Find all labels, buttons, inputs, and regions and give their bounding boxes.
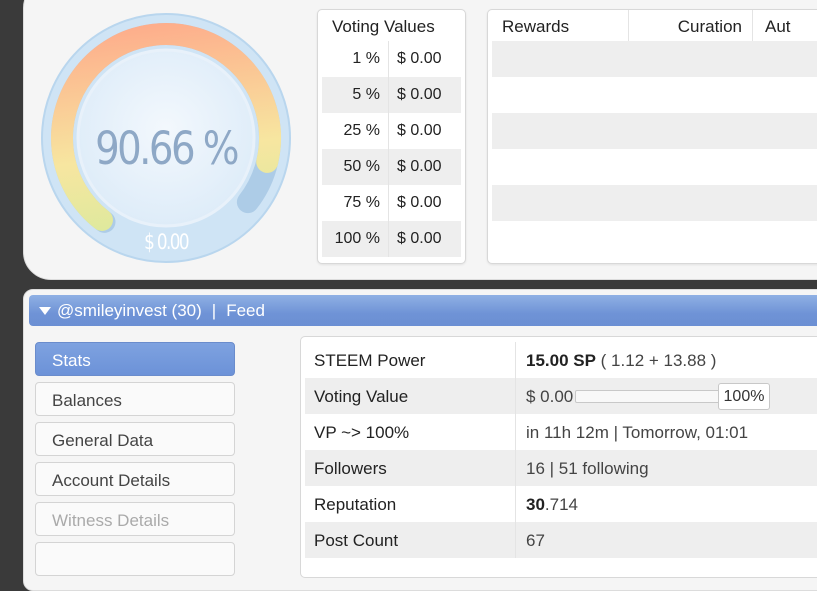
voting-value-row: 100 % $ 0.00 (322, 221, 461, 257)
account-header-bar: @smileyinvest (30) | Feed (29, 295, 817, 326)
stat-value: 67 (526, 531, 545, 550)
rewards-column-header[interactable]: Rewards (492, 10, 629, 41)
rewards-row (492, 221, 817, 257)
stat-label: Reputation (305, 486, 516, 522)
rewards-row (492, 41, 817, 77)
vote-weight-input[interactable]: 100% (718, 383, 770, 410)
vote-percent: 1 % (352, 50, 380, 67)
vote-value: $ 0.00 (388, 221, 461, 257)
stat-label: Post Count (305, 522, 516, 558)
stat-row-followers: Followers 16 | 51 following (305, 450, 817, 486)
voting-value-row: 25 % $ 0.00 (322, 113, 461, 149)
rewards-card: Rewards Curation Aut (487, 9, 817, 264)
voting-values-rows: 1 % $ 0.00 5 % $ 0.00 25 % $ 0.00 50 % $… (318, 41, 465, 257)
vote-percent: 75 % (343, 194, 380, 211)
stat-row-vp: VP ~> 100% in 11h 12m | Tomorrow, 01:01 (305, 414, 817, 450)
stat-row-reputation: Reputation 30.714 (305, 486, 817, 522)
sidebar-item-general-data[interactable]: General Data (35, 422, 235, 456)
voting-value-row: 1 % $ 0.00 (322, 41, 461, 77)
steem-power-amount: 15.00 SP (526, 351, 596, 370)
vote-percent: 50 % (343, 158, 380, 175)
rewards-row (492, 185, 817, 221)
feed-link[interactable]: Feed (226, 300, 265, 320)
gauge-graphic (41, 13, 291, 263)
vote-value: $ 0.00 (388, 149, 461, 185)
stats-sidebar: Stats Balances General Data Account Deta… (31, 336, 241, 576)
caret-down-icon[interactable] (39, 306, 51, 315)
sidebar-item-stats[interactable]: Stats (35, 342, 235, 376)
vote-percent: 100 % (334, 230, 380, 247)
vote-percent: 5 % (352, 86, 380, 103)
rewards-row (492, 149, 817, 185)
sidebar-item-witness-details[interactable]: Witness Details (35, 502, 235, 536)
rewards-row (492, 77, 817, 113)
stat-row-post-count: Post Count 67 (305, 522, 817, 558)
vote-value: $ 0.00 (388, 77, 461, 113)
voting-value-amount: $ 0.00 (526, 387, 574, 406)
reputation-fraction: .714 (544, 495, 579, 514)
vote-value: $ 0.00 (388, 185, 461, 221)
vote-value: $ 0.00 (388, 113, 461, 149)
rewards-header: Rewards Curation Aut (492, 10, 817, 41)
sidebar-item-more[interactable] (35, 542, 235, 576)
stats-table: STEEM Power 15.00 SP ( 1.12 + 13.88 ) Vo… (300, 336, 817, 578)
stat-value: 30.714 (516, 486, 817, 522)
stat-value: in 11h 12m | Tomorrow, 01:01 (526, 423, 749, 442)
vote-value: $ 0.00 (388, 41, 461, 77)
rewards-rows (488, 41, 817, 257)
stat-label: VP ~> 100% (305, 414, 516, 450)
stat-value: $ 0.00 100% (516, 378, 817, 414)
stat-value: 16 | 51 following (526, 459, 649, 478)
stat-label: Voting Value (305, 378, 516, 414)
curation-column-header[interactable]: Curation (629, 10, 753, 41)
voting-value-row: 75 % $ 0.00 (322, 185, 461, 221)
stat-label: Followers (305, 450, 516, 486)
vote-weight-slider[interactable] (575, 390, 720, 403)
sidebar-item-balances[interactable]: Balances (35, 382, 235, 416)
steem-power-breakdown: ( 1.12 + 13.88 ) (595, 351, 717, 370)
header-separator: | (211, 300, 217, 320)
vote-percent: 25 % (343, 122, 380, 139)
account-name-link[interactable]: @smileyinvest (30) (57, 300, 202, 320)
voting-value-row: 5 % $ 0.00 (322, 77, 461, 113)
stat-label: STEEM Power (305, 342, 516, 378)
voting-values-card: Voting Values 1 % $ 0.00 5 % $ 0.00 25 %… (317, 9, 466, 264)
stat-row-steem-power: STEEM Power 15.00 SP ( 1.12 + 13.88 ) (305, 342, 817, 378)
rewards-row (492, 113, 817, 149)
stat-row-voting-value: Voting Value $ 0.00 100% (305, 378, 817, 414)
voting-values-title: Voting Values (332, 17, 435, 36)
author-column-header[interactable]: Aut (765, 17, 791, 36)
stat-value: 15.00 SP ( 1.12 + 13.88 ) (516, 342, 817, 378)
sidebar-item-account-details[interactable]: Account Details (35, 462, 235, 496)
gauge-percentage: 90.66 % (95, 122, 239, 175)
reputation-main: 30 (526, 495, 545, 514)
voting-value-row: 50 % $ 0.00 (322, 149, 461, 185)
voting-power-gauge: 90.66 % $ 0.00 (40, 12, 292, 264)
gauge-dollar-value: $ 0.00 (144, 230, 189, 254)
